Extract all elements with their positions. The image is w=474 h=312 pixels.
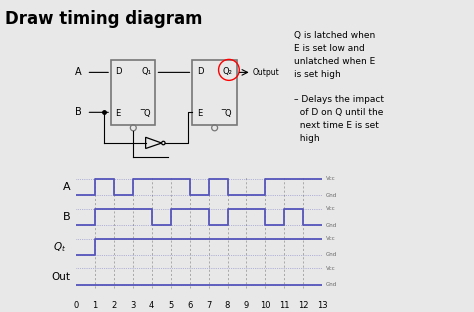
Text: 13: 13 [317,301,328,310]
Text: Draw timing diagram: Draw timing diagram [5,10,202,28]
Text: Q₁: Q₁ [141,67,151,76]
Text: Vcc: Vcc [326,176,336,181]
Text: 8: 8 [225,301,230,310]
Text: Vcc: Vcc [326,266,336,271]
Text: D: D [116,67,122,76]
Text: A: A [75,67,82,77]
Text: Gnd: Gnd [326,193,337,198]
Text: Gnd: Gnd [326,282,337,287]
Text: 5: 5 [168,301,173,310]
Text: A: A [63,182,70,192]
Text: Q₂: Q₂ [222,67,232,76]
Text: $Q_t$: $Q_t$ [53,240,66,254]
Text: 6: 6 [187,301,192,310]
Text: 0: 0 [73,301,79,310]
Text: Q is latched when
E is set low and
unlatched when E
is set high

– Delays the im: Q is latched when E is set low and unlat… [294,31,384,143]
Text: E: E [197,109,202,118]
Text: Out: Out [51,272,70,282]
Text: ̅Q: ̅Q [145,109,151,118]
Text: ̅Q: ̅Q [226,109,232,118]
Text: Output: Output [253,68,280,77]
Text: B: B [63,212,70,222]
Text: 10: 10 [260,301,271,310]
Text: B: B [75,107,82,117]
Text: Vcc: Vcc [326,236,336,241]
Text: 9: 9 [244,301,249,310]
Text: Gnd: Gnd [326,222,337,228]
Text: 3: 3 [130,301,136,310]
Text: Vcc: Vcc [326,206,336,211]
Text: 7: 7 [206,301,211,310]
Text: 4: 4 [149,301,155,310]
Text: D: D [197,67,203,76]
Text: 11: 11 [279,301,290,310]
Text: 1: 1 [92,301,98,310]
Text: 2: 2 [111,301,117,310]
Text: E: E [116,109,121,118]
Text: 12: 12 [298,301,309,310]
Text: Gnd: Gnd [326,252,337,257]
